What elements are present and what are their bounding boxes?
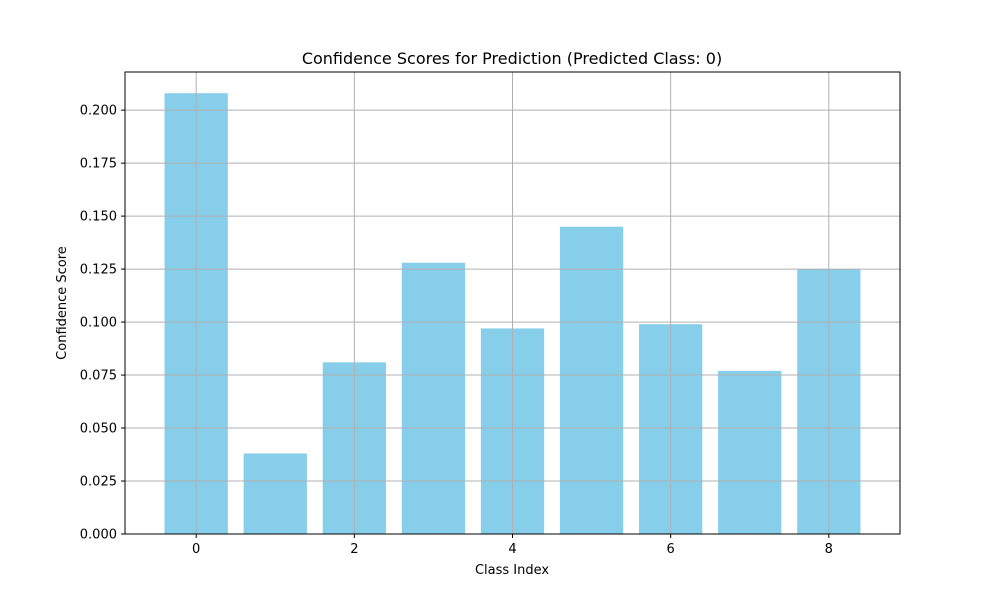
x-tick-label: 6 (667, 542, 675, 557)
bar-class-5 (559, 226, 624, 534)
y-tick-label: 0.025 (80, 475, 117, 490)
bar-class-7 (718, 370, 782, 534)
y-tick-label: 0.100 (80, 316, 117, 331)
y-tick-label: 0.075 (80, 369, 117, 384)
x-axis-label: Class Index (475, 563, 549, 578)
chart-title: Confidence Scores for Prediction (Predic… (302, 49, 722, 68)
grid-lines (125, 72, 900, 535)
x-tick-label: 8 (825, 542, 833, 557)
x-tick-label: 2 (350, 542, 358, 557)
y-tick-label: 0.175 (80, 157, 117, 172)
y-tick-label: 0.150 (80, 210, 117, 225)
y-tick-label: 0.200 (80, 104, 117, 119)
y-tick-label: 0.050 (80, 422, 117, 437)
y-tick-label: 0.125 (80, 263, 117, 278)
x-tick-label: 0 (192, 542, 200, 557)
x-tick-label: 4 (508, 542, 516, 557)
bar-class-1 (243, 453, 307, 534)
y-axis-label: Confidence Score (55, 246, 70, 360)
axis-ticks: 0 2 4 6 8 0.000 0.025 0.050 0.075 0.100 0.125 0.150… (80, 104, 833, 557)
y-tick-label: 0.000 (80, 528, 117, 543)
bar-class-3 (401, 262, 466, 534)
